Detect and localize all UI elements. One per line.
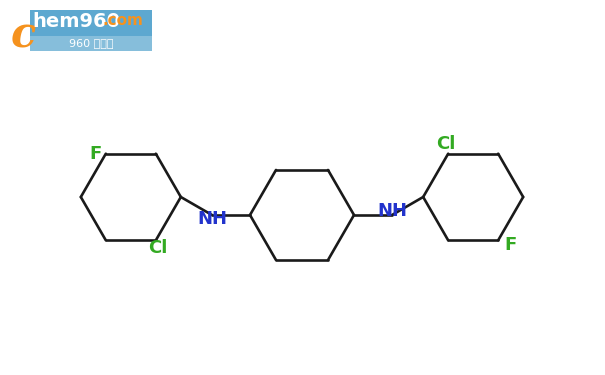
Text: Cl: Cl (148, 239, 168, 257)
Text: F: F (504, 236, 516, 254)
Text: 960 化工网: 960 化工网 (69, 38, 113, 48)
Text: NH: NH (197, 210, 227, 228)
FancyBboxPatch shape (30, 10, 152, 36)
Text: NH: NH (377, 202, 407, 220)
Text: .com: .com (102, 13, 143, 28)
Text: F: F (90, 145, 102, 163)
Text: hem960: hem960 (32, 12, 120, 31)
FancyBboxPatch shape (30, 36, 152, 51)
Text: c: c (11, 14, 36, 56)
Text: Cl: Cl (436, 135, 456, 153)
